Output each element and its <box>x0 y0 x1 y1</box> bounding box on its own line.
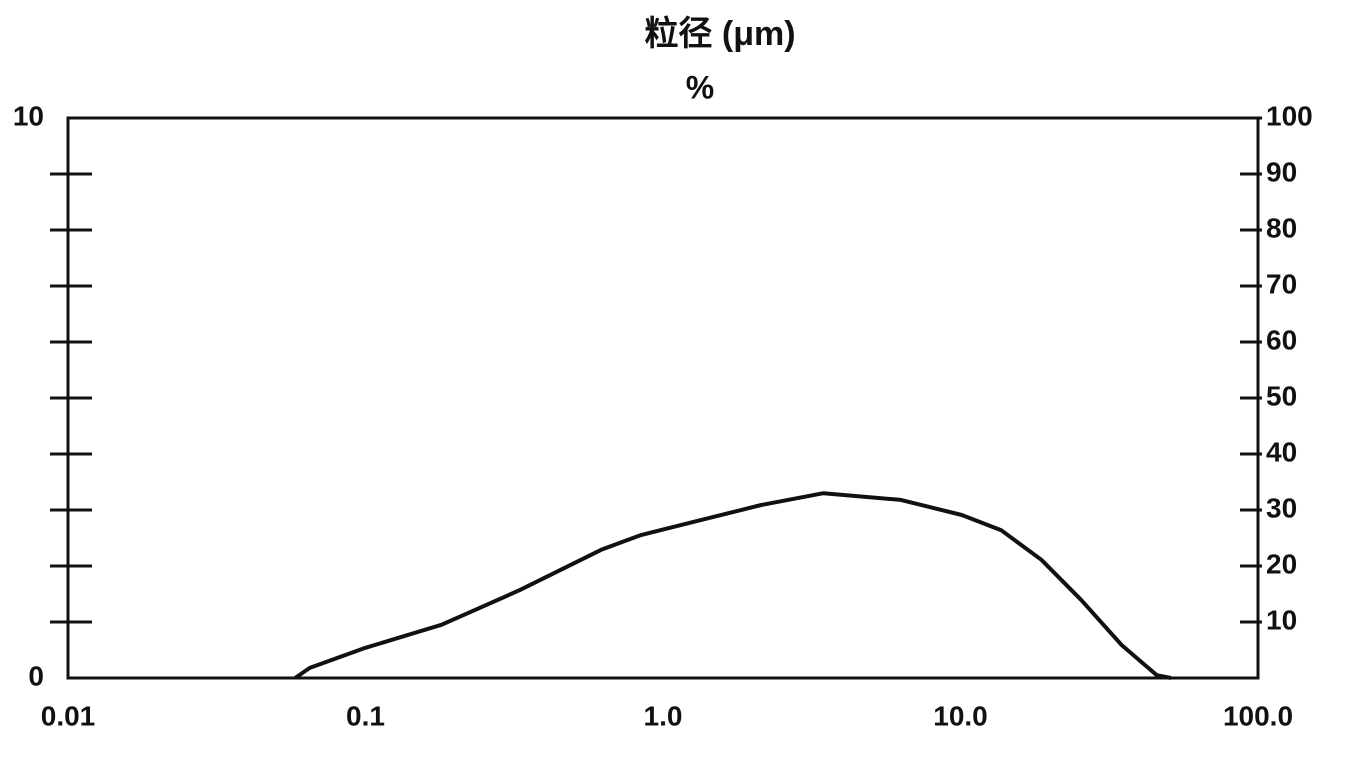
x-tick-label: 1.0 <box>644 700 683 731</box>
y-tick-label: 10 <box>13 100 44 131</box>
y2-tick-label: 40 <box>1266 436 1297 467</box>
y-tick-label: 0 <box>28 660 44 691</box>
y2-tick-label: 20 <box>1266 548 1297 579</box>
y2-tick-label: 60 <box>1266 324 1297 355</box>
x-tick-label: 10.0 <box>933 700 988 731</box>
chart-subtitle: % <box>686 69 714 105</box>
chart-title: 粒径 (μm) <box>644 15 795 53</box>
x-tick-label: 100.0 <box>1223 700 1293 731</box>
y2-tick-label: 30 <box>1266 492 1297 523</box>
plot-frame <box>66 116 1260 680</box>
y2-tick-label: 100 <box>1266 100 1313 131</box>
y2-tick-label: 70 <box>1266 268 1297 299</box>
y2-tick-label: 10 <box>1266 604 1297 635</box>
x-tick-label: 0.01 <box>41 700 96 731</box>
y2-tick-label: 80 <box>1266 212 1297 243</box>
y2-tick-label: 50 <box>1266 380 1297 411</box>
distribution-line <box>293 491 1172 680</box>
y2-tick-label: 90 <box>1266 156 1297 187</box>
x-tick-label: 0.1 <box>346 700 385 731</box>
